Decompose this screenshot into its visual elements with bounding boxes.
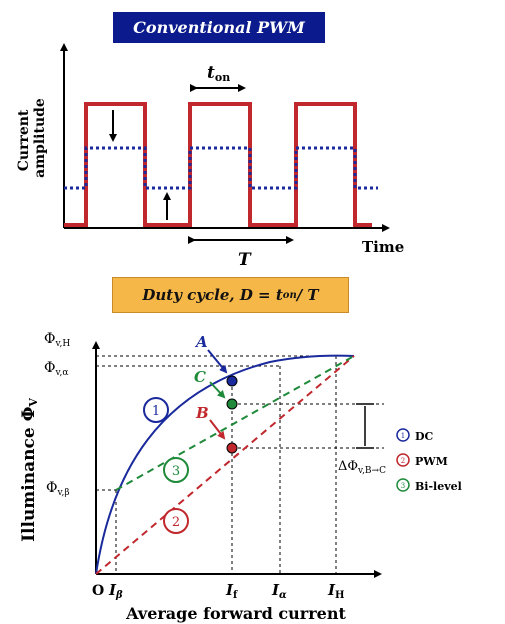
legend-bilevel-marker <box>396 478 410 492</box>
bottom-x-axis-label: Average forward current <box>125 604 346 623</box>
point-A-dc <box>226 375 238 387</box>
dc-curve <box>95 354 355 575</box>
pwm-pulse-train <box>64 102 372 227</box>
duty-cycle-formula: Duty cycle, D = t on / T <box>112 277 349 313</box>
legend-pwm-label: PWM <box>415 455 448 468</box>
illuminance-plot: A C B 1 3 2 ΔΦv,B→C Φv,H Φv,α Φ <box>19 331 386 623</box>
label-A: A <box>194 333 208 351</box>
duty-prefix: Duty cycle, D = t <box>142 286 283 304</box>
period-label: T <box>238 250 252 270</box>
svg-text:1: 1 <box>152 404 160 419</box>
legend: 1 DC 2 PWM 3 Bi-level <box>396 428 462 493</box>
arrow-B <box>209 419 226 440</box>
ytick-phi-alpha: Φv,α <box>44 360 68 378</box>
origin-label: O <box>92 583 104 599</box>
legend-item-bilevel: 3 Bi-level <box>396 478 462 493</box>
svg-text:1: 1 <box>401 432 405 440</box>
top-y-label: Current amplitude <box>16 98 48 178</box>
point-C-bilevel <box>226 398 238 410</box>
delta-label: ΔΦv,B→C <box>338 459 386 476</box>
xtick-I-f: If <box>225 581 238 601</box>
pwm-waveform-panel: Current amplitude Time ton T <box>16 43 404 270</box>
legend-item-dc: 1 DC <box>396 428 434 443</box>
label-C: C <box>194 368 206 386</box>
ton-label: ton <box>207 63 230 84</box>
legend-bilevel-label: Bi-level <box>415 480 462 493</box>
svg-text:3: 3 <box>401 482 405 490</box>
legend-dc-label: DC <box>415 430 434 443</box>
region-2-marker: 2 <box>163 508 189 534</box>
arrow-A <box>207 349 228 374</box>
bilevel-dotted-waveform <box>64 146 378 190</box>
bilevel-line <box>115 355 355 491</box>
region-3-marker: 3 <box>163 457 189 483</box>
arrow-C <box>209 381 226 399</box>
region-1-marker: 1 <box>143 397 169 423</box>
svg-text:3: 3 <box>172 464 180 479</box>
svg-text:2: 2 <box>172 515 180 530</box>
bottom-y-axis-label: Illuminance ΦV <box>19 398 40 542</box>
pwm-line <box>95 355 355 575</box>
top-x-label: Time <box>362 238 404 256</box>
legend-pwm-marker <box>396 453 410 467</box>
ytick-phi-beta: Φv,β <box>46 480 70 498</box>
label-B: B <box>195 404 209 422</box>
xtick-I-H: IH <box>327 581 344 601</box>
xtick-I-beta: Iβ <box>108 581 123 601</box>
conventional-pwm-title: Conventional PWM <box>113 12 325 43</box>
xtick-I-alpha: Iα <box>271 581 287 601</box>
legend-item-pwm: 2 PWM <box>396 453 448 468</box>
duty-suffix: / T <box>296 286 319 304</box>
ytick-phi-H: Φv,H <box>44 331 70 349</box>
duty-ton-sub: on <box>282 289 297 301</box>
point-B-pwm <box>226 442 238 454</box>
svg-text:2: 2 <box>401 457 405 465</box>
legend-dc-marker <box>396 428 410 442</box>
